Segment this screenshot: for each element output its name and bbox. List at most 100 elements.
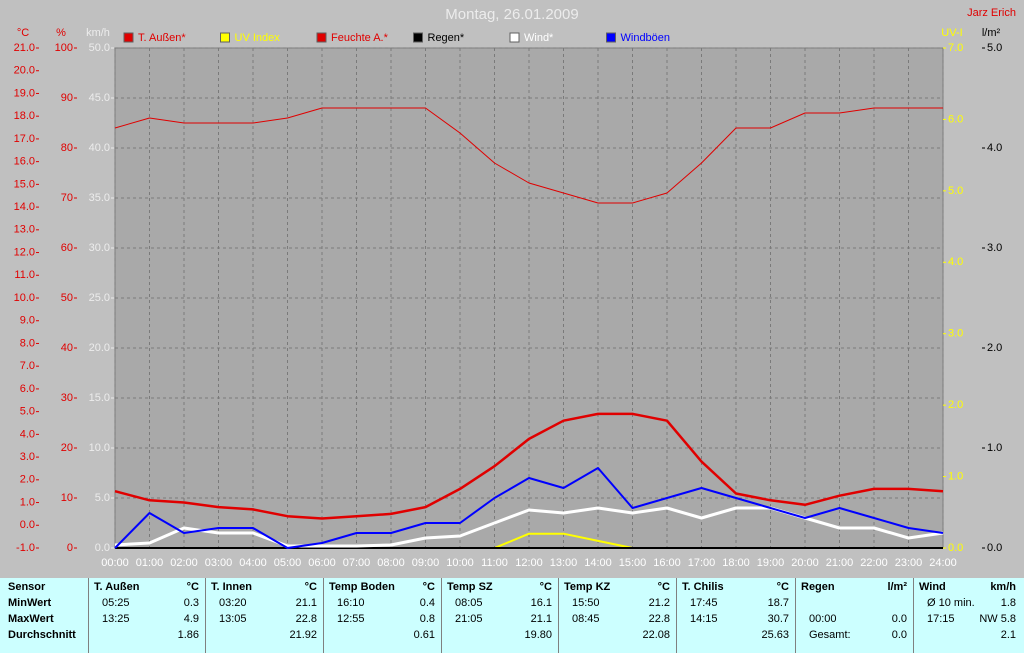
axis-title: %: [56, 27, 66, 39]
series-line: [114, 412, 944, 520]
y-tick-label: 13.0: [14, 224, 35, 236]
y-tick-label: 5.0: [95, 492, 110, 504]
y-tick-label: 15.0: [89, 392, 110, 404]
y-tick-label: 20: [61, 442, 73, 454]
x-tick-label: 13:00: [550, 557, 578, 569]
y-tick-label: 8.0: [20, 337, 35, 349]
axis-title: l/m²: [982, 27, 1001, 39]
y-tick-label: 100: [55, 42, 73, 54]
column-name: Temp SZ: [447, 581, 493, 593]
column-name: T. Chilis: [682, 581, 724, 593]
legend-swatch: [316, 32, 327, 43]
x-tick-label: 00:00: [101, 557, 129, 569]
y-tick-label: 3.0: [987, 242, 1002, 254]
x-tick-label: 23:00: [895, 557, 923, 569]
column-separator: [676, 578, 677, 653]
legend-swatch: [123, 32, 134, 43]
table-cell: 25.63: [761, 629, 789, 641]
table-cell: 21:05: [455, 613, 483, 625]
legend-label: Regen*: [428, 32, 465, 44]
y-tick-label: 18.0: [14, 110, 35, 122]
y-tick-label: 16.0: [14, 156, 35, 168]
column-name: Temp Boden: [329, 581, 395, 593]
x-tick-label: 21:00: [826, 557, 854, 569]
row-label: Sensor: [8, 581, 46, 593]
column-name: Temp KZ: [564, 581, 611, 593]
legend-label: T. Außen*: [138, 32, 186, 44]
y-tick-label: 3.0: [20, 451, 35, 463]
y-tick-label: 6.0: [948, 113, 963, 125]
y-tick-label: 30.0: [89, 242, 110, 254]
x-tick-label: 07:00: [343, 557, 371, 569]
x-tick-label: 24:00: [929, 557, 957, 569]
legend-label: UV Index: [235, 32, 281, 44]
column-unit: °C: [186, 581, 199, 593]
y-tick-label: 0.0: [948, 542, 963, 554]
table-cell: 21.1: [530, 613, 552, 625]
y-tick-label: 3.0: [948, 328, 963, 340]
y-tick-label: 0.0: [95, 542, 110, 554]
y-tick-label: 1.0: [20, 496, 35, 508]
table-cell: 2.1: [1000, 629, 1016, 641]
column-name: Wind: [919, 581, 946, 593]
y-tick-label: 19.0: [14, 87, 35, 99]
y-tick-label: 14.0: [14, 201, 35, 213]
table-cell: 15:50: [572, 597, 600, 609]
y-tick-label: 10.0: [14, 292, 35, 304]
x-tick-label: 05:00: [274, 557, 302, 569]
y-tick-label: 2.0: [948, 399, 963, 411]
column-separator: [913, 578, 914, 653]
x-tick-label: 16:00: [653, 557, 681, 569]
legend-swatch: [509, 32, 520, 43]
axis-title: UV-I: [941, 27, 962, 39]
y-tick-label: 6.0: [20, 383, 35, 395]
y-tick-label: 50.0: [89, 42, 110, 54]
table-cell: 16:10: [337, 597, 365, 609]
table-cell: 1.8: [1000, 597, 1016, 609]
x-tick-label: 17:00: [688, 557, 716, 569]
y-tick-label: 10: [61, 492, 73, 504]
y-tick-label: 4.0: [987, 142, 1002, 154]
y-tick-label: 40.0: [89, 142, 110, 154]
table-cell: 0.61: [413, 629, 435, 641]
x-tick-label: 10:00: [446, 557, 474, 569]
column-separator: [88, 578, 89, 653]
y-tick-label: 5.0: [20, 406, 35, 418]
x-tick-label: 03:00: [205, 557, 233, 569]
table-cell: 17:15: [927, 613, 955, 625]
y-tick-label: 0: [67, 542, 73, 554]
column-separator: [205, 578, 206, 653]
table-cell: 0.0: [891, 629, 907, 641]
x-tick-label: 20:00: [791, 557, 819, 569]
y-tick-label: 1.0: [948, 470, 963, 482]
y-tick-label: 40: [61, 342, 73, 354]
y-tick-label: 2.0: [987, 342, 1002, 354]
row-label: MaxWert: [8, 613, 54, 625]
table-cell: 16.1: [530, 597, 552, 609]
x-tick-label: 01:00: [136, 557, 164, 569]
y-tick-label: 80: [61, 142, 73, 154]
table-cell: 0.4: [419, 597, 435, 609]
table-cell: 22.8: [648, 613, 670, 625]
y-tick-label: 0.0: [20, 519, 35, 531]
y-tick-label: -1.0: [16, 542, 35, 554]
y-tick-label: 7.0: [20, 360, 35, 372]
y-tick-label: 60: [61, 242, 73, 254]
column-unit: °C: [422, 581, 435, 593]
table-cell: 12:55: [337, 613, 365, 625]
y-tick-label: 1.0: [987, 442, 1002, 454]
y-tick-label: 45.0: [89, 92, 110, 104]
legend-label: Wind*: [524, 32, 554, 44]
x-tick-label: 15:00: [619, 557, 647, 569]
y-tick-label: 35.0: [89, 192, 110, 204]
row-label: MinWert: [8, 597, 52, 609]
table-cell: 05:25: [102, 597, 130, 609]
table-cell: 30.7: [767, 613, 789, 625]
column-name: T. Außen: [94, 581, 140, 593]
x-tick-label: 22:00: [860, 557, 888, 569]
table-cell: 13:25: [102, 613, 130, 625]
x-tick-label: 14:00: [584, 557, 612, 569]
legend-swatch: [606, 32, 616, 43]
x-tick-label: 11:00: [481, 557, 508, 569]
